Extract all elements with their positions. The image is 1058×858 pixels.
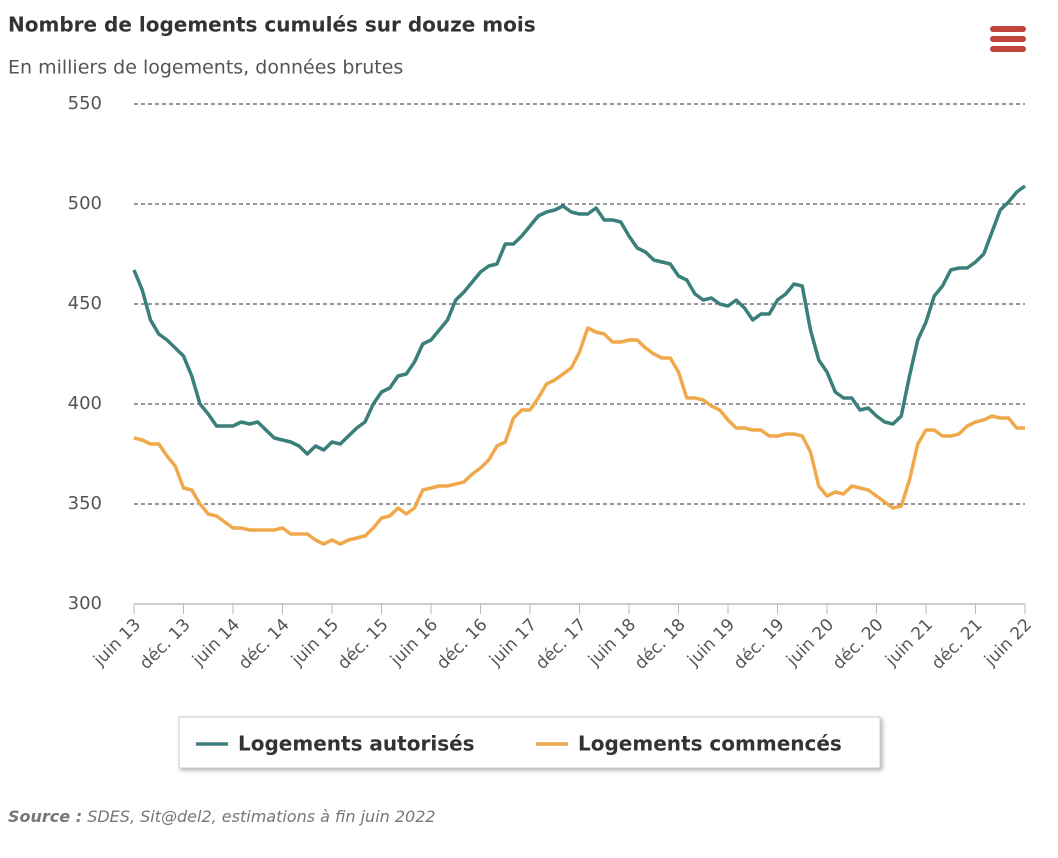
menu-button[interactable] <box>990 26 1026 52</box>
series-line <box>133 326 1025 546</box>
legend-item[interactable]: Logements autorisés <box>196 732 475 756</box>
chart-subtitle: En milliers de logements, données brutes <box>8 57 403 79</box>
source-label: Source : <box>8 807 82 826</box>
source: Source : SDES, Sit@del2, estimations à f… <box>8 807 436 826</box>
menu-bar[interactable] <box>990 26 1026 32</box>
x-tick-label: juin 16 <box>386 615 442 671</box>
x-tick-label: juin 21 <box>881 615 937 671</box>
x-tick-label: juin 20 <box>782 615 838 671</box>
x-tick-label: juin 17 <box>485 615 541 671</box>
y-tick-label: 500 <box>68 193 102 214</box>
x-tick-label: déc. 17 <box>532 615 591 674</box>
x-tick-label: déc. 18 <box>631 615 690 674</box>
x-tick-label: déc. 20 <box>829 615 888 674</box>
chart-title: Nombre de logements cumulés sur douze mo… <box>8 13 536 37</box>
x-tick-label: déc. 16 <box>433 615 492 674</box>
x-tick-label: juin 22 <box>980 615 1036 671</box>
x-tick-label: juin 15 <box>287 615 343 671</box>
y-tick-label: 300 <box>68 593 102 614</box>
x-tick-label: juin 14 <box>188 615 244 671</box>
x-tick-label: juin 19 <box>683 615 739 671</box>
x-tick-label: déc. 14 <box>235 615 294 674</box>
y-tick-label: 450 <box>68 293 102 314</box>
legend-box <box>178 716 881 769</box>
x-tick-label: déc. 15 <box>334 615 393 674</box>
y-tick-label: 350 <box>68 493 102 514</box>
x-tick-label: juin 18 <box>584 615 640 671</box>
x-tick-label: juin 13 <box>89 615 145 671</box>
series-line <box>132 184 1027 456</box>
y-tick-label: 550 <box>68 93 102 114</box>
source-text: SDES, Sit@del2, estimations à fin juin 2… <box>87 807 435 826</box>
menu-bar[interactable] <box>990 46 1026 52</box>
legend-label: Logements commencés <box>578 732 842 756</box>
legend-label: Logements autorisés <box>238 732 475 756</box>
x-tick-label: déc. 13 <box>136 615 195 674</box>
y-tick-label: 400 <box>68 393 102 414</box>
legend-item[interactable]: Logements commencés <box>536 732 842 756</box>
x-tick-label: déc. 19 <box>730 615 789 674</box>
menu-bar[interactable] <box>990 36 1026 42</box>
x-tick-label: déc. 21 <box>928 615 987 674</box>
